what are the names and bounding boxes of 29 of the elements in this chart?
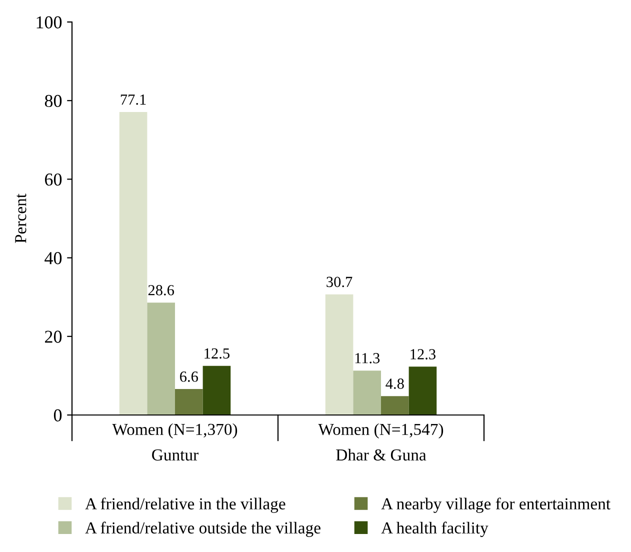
- data-label: 77.1: [120, 94, 146, 105]
- data-label: 4.8: [386, 378, 404, 389]
- data-label: 12.5: [204, 348, 230, 359]
- y-tick-label: 60: [45, 173, 62, 186]
- y-tick-label: 80: [44, 94, 62, 108]
- y-axis-title: Percent: [15, 194, 26, 244]
- bar: [353, 370, 381, 415]
- x-tick-label: Women (N=1,370) Guntur: [112, 423, 238, 461]
- y-tick-label: 20: [45, 330, 62, 343]
- bar: [147, 302, 175, 415]
- y-tick-label: 0: [54, 409, 62, 422]
- data-label: 11.3: [355, 353, 380, 364]
- data-label: 12.3: [410, 349, 436, 360]
- bar: [202, 366, 231, 415]
- bar: [325, 294, 354, 415]
- legend-label: A health facility: [381, 522, 488, 537]
- bar: [381, 396, 409, 415]
- data-label: 6.6: [180, 372, 198, 382]
- y-tick-label: 40: [44, 252, 62, 264]
- bar: [119, 112, 148, 415]
- legend-label: A friend/relative in the village: [85, 498, 286, 513]
- bar: [408, 366, 437, 415]
- legend-label: A nearby village for entertainment: [381, 498, 610, 513]
- data-label: 30.7: [326, 276, 352, 288]
- x-tick-label: Women (N=1,547) Dhar & Guna: [318, 423, 444, 461]
- data-label: 28.6: [148, 285, 174, 296]
- legend-label: A friend/relative outside the village: [85, 522, 320, 537]
- bar: [175, 389, 203, 415]
- y-tick-label: 100: [36, 16, 62, 28]
